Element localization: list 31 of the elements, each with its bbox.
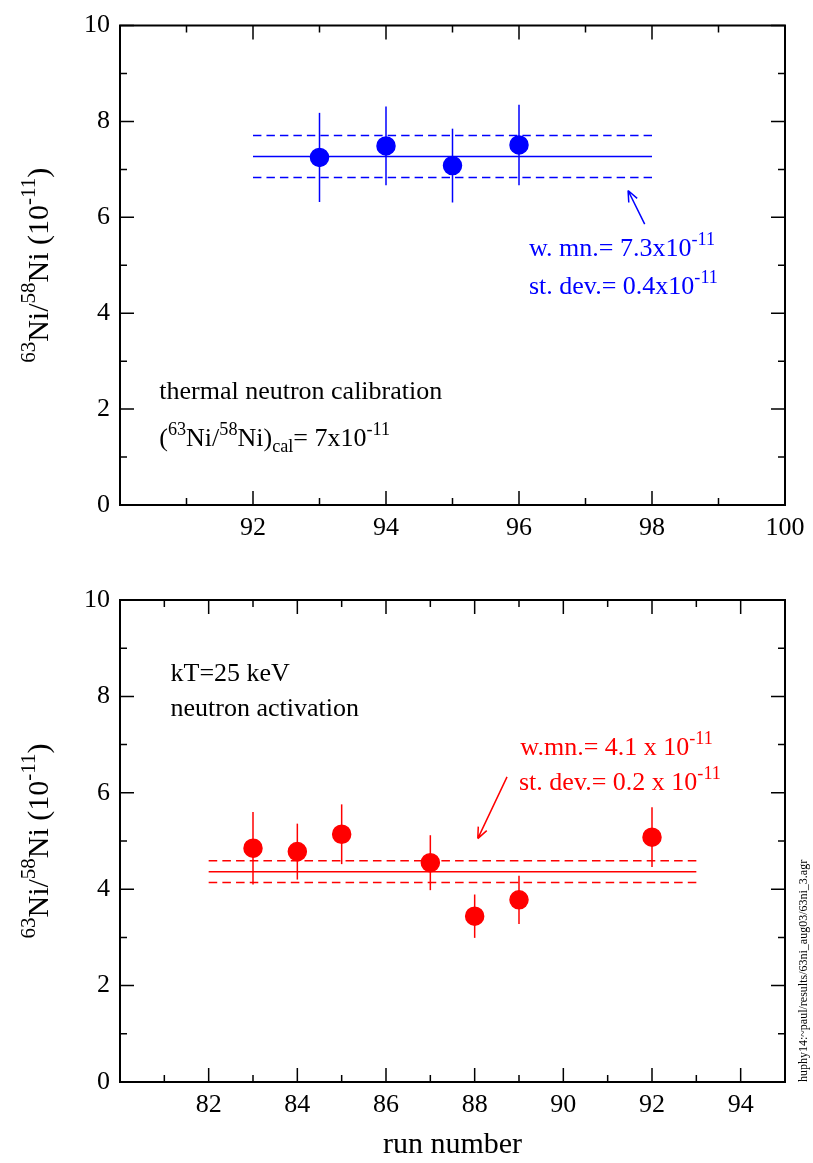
y-axis-title: 63Ni/58Ni (10-11)	[16, 167, 55, 363]
y-tick-label: 0	[97, 1065, 110, 1095]
y-tick-label: 0	[97, 488, 110, 518]
x-tick-label: 90	[550, 1089, 577, 1119]
y-tick-label: 4	[97, 873, 110, 903]
x-tick-label: 86	[373, 1089, 399, 1119]
x-tick-label: 84	[284, 1089, 311, 1119]
y-tick-label: 2	[97, 969, 110, 999]
y-tick-label: 6	[97, 776, 110, 806]
y-tick-label: 8	[97, 105, 110, 135]
annotation: neutron activation	[170, 693, 359, 723]
x-tick-label: 82	[195, 1089, 222, 1119]
y-axis-title: 63Ni/58Ni (10-11)	[16, 743, 55, 939]
x-tick-label: 98	[639, 512, 665, 542]
annotation: thermal neutron calibration	[159, 375, 443, 405]
x-tick-label: 100	[765, 512, 805, 542]
text: huphy14:~paul/results/63ni_aug03/63ni_3.agr	[796, 859, 810, 1082]
x-axis-title: run number	[382, 1125, 523, 1159]
x-tick-label: 94	[373, 512, 399, 542]
x-tick-label: 92	[639, 1089, 665, 1119]
y-tick-label: 8	[97, 680, 110, 710]
y-tick-label: 2	[97, 392, 110, 422]
y-tick-label: 6	[97, 201, 110, 231]
x-tick-label: 94	[727, 1089, 754, 1119]
y-tick-label: 10	[84, 583, 110, 613]
annotation: kT=25 keV	[170, 658, 291, 688]
x-tick-label: 92	[240, 512, 266, 542]
y-tick-label: 10	[84, 9, 110, 39]
x-tick-label: 96	[506, 512, 532, 542]
y-tick-label: 4	[97, 297, 110, 327]
x-tick-label: 88	[461, 1089, 488, 1119]
